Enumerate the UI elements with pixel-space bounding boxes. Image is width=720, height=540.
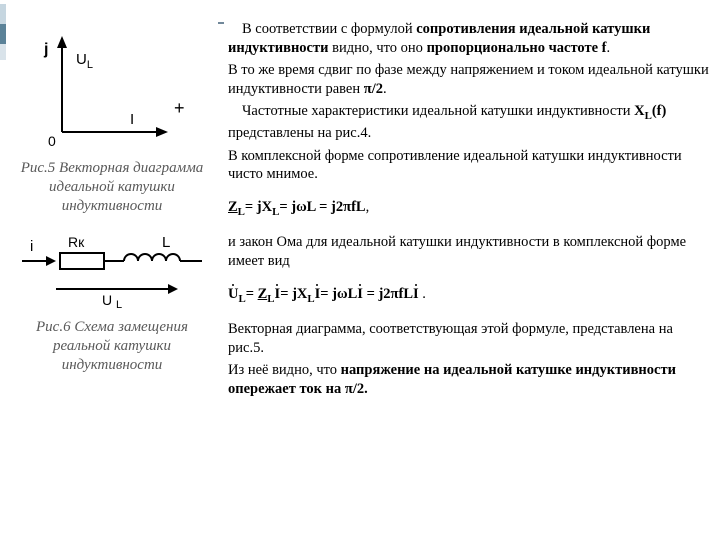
svg-text:UL: UL [76, 51, 93, 71]
svg-text:+: + [174, 98, 185, 118]
p7: Из неё видно, что напряжение на идеально… [228, 361, 712, 398]
p1: В соответствии с формулой сопротивления … [228, 20, 712, 57]
fig6-caption: Рис.6 Схема замещения реальной катушки и… [6, 318, 218, 374]
bullet-dash [218, 22, 224, 25]
svg-text:0: 0 [48, 133, 56, 149]
label-j: j [43, 41, 48, 58]
left-column: j UL I + 0 Рис.5 Векторная диаграмма иде… [6, 32, 218, 375]
fig5-caption: Рис.5 Векторная диаграмма идеальной кату… [6, 159, 218, 215]
p3: Частотные характеристики идеальной катуш… [228, 102, 712, 142]
p2: В то же время сдвиг по фазе между напряж… [228, 61, 712, 98]
svg-text:U L: U L [102, 292, 122, 311]
p6: Векторная диаграмма, соответствующая это… [228, 320, 712, 357]
slide: j UL I + 0 Рис.5 Векторная диаграмма иде… [0, 0, 720, 540]
p4: В комплексной форме сопротивление идеаль… [228, 147, 712, 184]
fig5-svg: j UL I + 0 [32, 32, 192, 152]
svg-text:L: L [162, 234, 170, 251]
figure-5: j UL I + 0 Рис.5 Векторная диаграмма иде… [6, 32, 218, 215]
figure-6: i Rк L U L Рис [6, 233, 218, 374]
body-text: В соответствии с формулой сопротивления … [222, 20, 712, 403]
svg-text:i: i [30, 238, 33, 255]
svg-text:Rк: Rк [68, 234, 85, 250]
formula-2: UL= ZLI= jXLI= jωLI = j2πfLI . [228, 285, 712, 307]
formula-1: ZL= jXL= jωL = j2πfL, [228, 198, 712, 220]
p5: и закон Ома для идеальной катушки индукт… [228, 233, 712, 270]
fig6-svg: i Rк L U L [12, 233, 212, 311]
svg-text:I: I [130, 111, 134, 128]
